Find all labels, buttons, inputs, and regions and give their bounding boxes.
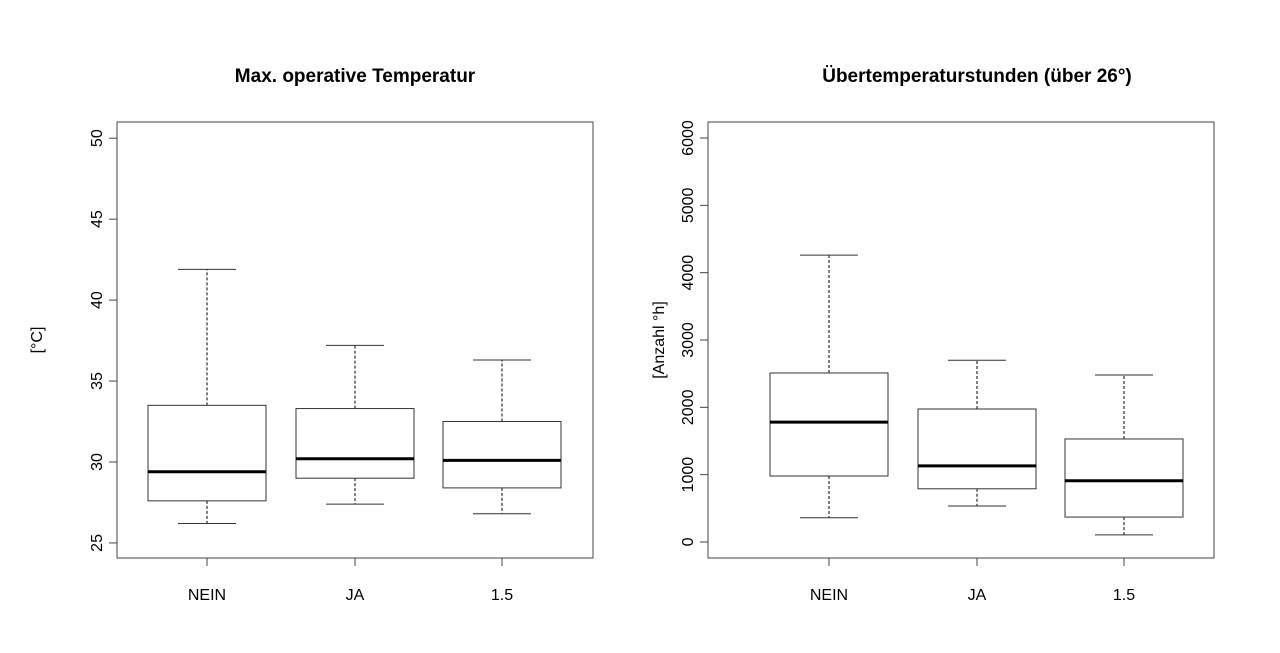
y-tick-label: 1000: [680, 457, 697, 493]
panel-max-operative-temperature: Max. operative Temperatur [°C] 25 30 35 40 4…: [29, 66, 594, 604]
y-tick-label: 4000: [680, 255, 697, 291]
y-tick-label: 0: [680, 537, 697, 546]
x-tick-label: NEIN: [810, 587, 848, 604]
box-JA: [917, 359, 1037, 507]
x-tick-label: JA: [968, 587, 987, 604]
y-axis-label: [Anzahl °h]: [651, 301, 668, 379]
y-tick-label: 25: [89, 534, 106, 552]
interquartile-box: [1064, 438, 1184, 518]
y-tick-label: 30: [89, 453, 106, 471]
x-tick-label: 1.5: [1113, 587, 1135, 604]
panel-overtemperature-hours: Übertemperaturstunden (über 26°) [Anzahl…: [651, 66, 1215, 604]
y-axis-label: [°C]: [29, 327, 46, 354]
box-NEIN: [769, 254, 889, 519]
x-tick-label: 1.5: [491, 587, 513, 604]
box-1.5: [442, 359, 562, 515]
chart-title: Übertemperaturstunden (über 26°): [822, 66, 1132, 87]
x-tick-label: JA: [346, 587, 365, 604]
y-tick-label: 6000: [680, 120, 697, 156]
box-1.5: [1064, 374, 1184, 536]
y-tick-label: 5000: [680, 187, 697, 223]
box-NEIN: [147, 268, 267, 525]
interquartile-box: [147, 404, 267, 502]
box-JA: [295, 344, 415, 505]
y-tick-label: 3000: [680, 322, 697, 358]
y-tick-label: 35: [89, 372, 106, 390]
y-tick-label: 40: [89, 291, 106, 309]
y-tick-label: 50: [89, 129, 106, 147]
interquartile-box: [295, 408, 415, 479]
interquartile-box: [917, 408, 1037, 490]
interquartile-box: [769, 372, 889, 477]
y-tick-label: 45: [89, 210, 106, 228]
chart-title: Max. operative Temperatur: [235, 66, 476, 87]
y-tick-label: 2000: [680, 389, 697, 425]
interquartile-box: [442, 421, 562, 489]
x-tick-label: NEIN: [188, 587, 226, 604]
